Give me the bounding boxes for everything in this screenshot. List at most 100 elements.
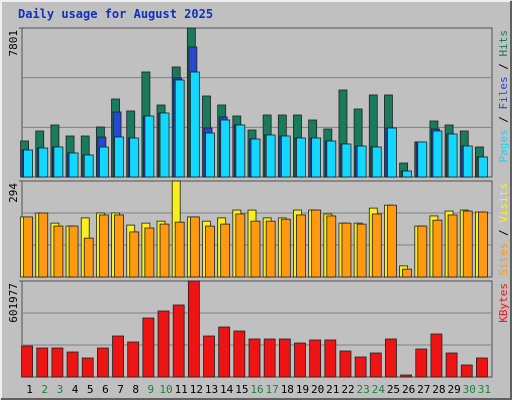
bar	[144, 227, 155, 278]
bar	[218, 326, 231, 378]
bar	[400, 374, 413, 378]
x-tick-label: 5	[87, 383, 94, 396]
bar	[369, 352, 382, 378]
chart-title: Daily usage for August 2025	[18, 7, 213, 21]
bar	[205, 132, 215, 178]
bar	[294, 342, 306, 378]
bar	[339, 350, 352, 378]
x-tick-label: 2	[41, 383, 48, 396]
x-tick-label: 16	[250, 383, 263, 396]
bar	[478, 156, 488, 178]
legend: Sites / Visits	[497, 183, 510, 276]
bar	[159, 223, 170, 278]
bar	[417, 141, 428, 178]
bar	[445, 352, 458, 378]
bar	[112, 335, 124, 378]
bar	[280, 135, 291, 178]
x-tick-label: 25	[387, 383, 400, 396]
bar	[83, 237, 94, 278]
bar	[81, 357, 94, 378]
bar	[233, 330, 246, 378]
x-tick-label: 18	[281, 383, 294, 396]
bar	[296, 137, 306, 178]
bar	[432, 219, 443, 278]
bar	[278, 338, 291, 378]
bar	[387, 127, 397, 178]
bar	[114, 136, 124, 178]
legend-separator: /	[497, 223, 510, 243]
bar	[402, 170, 413, 178]
bar	[127, 341, 140, 378]
x-tick-label: 13	[205, 383, 218, 396]
bar	[51, 347, 64, 378]
legend-entry: Hits	[497, 30, 510, 57]
bar	[462, 210, 473, 278]
x-tick-label: 19	[296, 383, 309, 396]
bar	[174, 221, 185, 278]
x-tick-label: 27	[417, 383, 430, 396]
legend-entry: Sites	[497, 243, 510, 276]
x-tick-label: 11	[175, 383, 188, 396]
bar	[248, 338, 261, 378]
bar	[356, 223, 367, 278]
x-tick-label: 31	[478, 383, 491, 396]
bar	[53, 146, 64, 178]
bar	[21, 345, 33, 378]
y-tick-label: 601977	[7, 283, 20, 323]
bar	[144, 115, 155, 178]
legend-entry: Files	[497, 76, 510, 109]
bar	[476, 357, 488, 378]
bar	[265, 134, 276, 178]
x-tick-label: 28	[432, 383, 445, 396]
bar	[460, 364, 473, 378]
x-tick-label: 24	[372, 383, 386, 396]
x-tick-label: 21	[326, 383, 339, 396]
bar	[38, 212, 49, 278]
x-tick-label: 6	[102, 383, 109, 396]
bar	[23, 216, 33, 278]
bar	[66, 351, 79, 378]
bar	[142, 317, 155, 378]
bar	[68, 152, 79, 178]
bar	[447, 133, 458, 178]
bar	[53, 225, 64, 278]
bar	[203, 335, 215, 378]
bar	[326, 215, 337, 278]
x-tick-label: 3	[57, 383, 64, 396]
x-tick-label: 29	[447, 383, 460, 396]
bar	[250, 138, 261, 178]
bar	[387, 204, 397, 278]
bar	[174, 79, 185, 178]
bar	[462, 145, 473, 178]
bar	[341, 143, 352, 178]
bar	[417, 225, 428, 278]
x-tick-label: 22	[341, 383, 354, 396]
bar	[324, 339, 337, 378]
bar	[402, 268, 413, 278]
bar	[478, 211, 488, 278]
x-tick-label: 17	[266, 383, 279, 396]
bar	[129, 231, 140, 278]
x-tick-label: 7	[117, 383, 124, 396]
bar	[371, 213, 382, 278]
bar	[250, 220, 261, 278]
legend: KBytes	[497, 283, 510, 323]
legend: Pages / Files / Hits	[497, 30, 510, 163]
bar	[263, 338, 276, 378]
bar	[189, 216, 200, 278]
bar	[235, 213, 246, 278]
bar	[371, 146, 382, 178]
bar	[235, 124, 246, 178]
bar	[98, 214, 109, 278]
bar	[430, 333, 443, 378]
x-tick-label: 26	[402, 383, 415, 396]
bar	[341, 222, 352, 278]
x-tick-label: 8	[132, 383, 139, 396]
x-tick-label: 12	[190, 383, 203, 396]
legend-separator: /	[497, 57, 510, 77]
x-tick-label: 23	[357, 383, 370, 396]
bar	[309, 339, 322, 378]
bar	[265, 220, 276, 278]
